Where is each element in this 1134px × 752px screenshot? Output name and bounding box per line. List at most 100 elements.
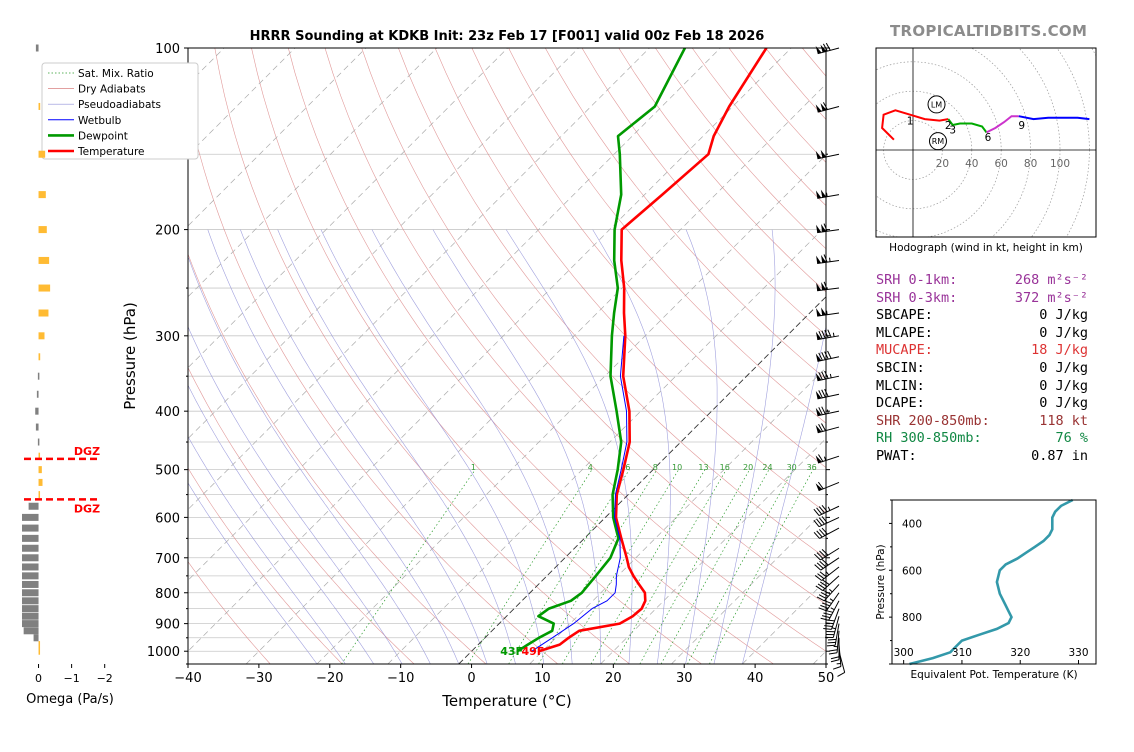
legend-entry: Sat. Mix. Ratio	[78, 68, 154, 80]
barb-staff	[817, 154, 839, 159]
barb-half	[827, 410, 828, 414]
stat-row: PWAT: 0.87 in	[876, 448, 1106, 466]
wind-barb	[816, 454, 839, 463]
barb-flag	[821, 307, 826, 315]
omega-x-label: Omega (Pa/s)	[26, 692, 114, 707]
pseudoadiabat	[714, 230, 775, 664]
x-tick-label: 10	[534, 671, 551, 686]
stat-row: RH 300-850mb:76 %	[876, 430, 1106, 448]
barb-full	[831, 657, 839, 659]
wind-barb	[816, 389, 839, 399]
omega-bar	[39, 285, 51, 292]
barb-staff	[819, 517, 839, 526]
barb-full	[823, 613, 831, 615]
barb-half	[833, 333, 834, 337]
omega-bar	[38, 439, 40, 446]
y-axis-label: Pressure (hPa)	[121, 302, 139, 410]
barb-half	[828, 507, 830, 511]
omega-bar	[22, 572, 39, 579]
dry-adiabat	[362, 48, 918, 664]
barb-staff	[821, 558, 839, 570]
stat-value: 0 J/kg	[1039, 378, 1106, 396]
barb-full	[833, 667, 841, 670]
mixing-ratio-label: 13	[698, 463, 708, 472]
theta-e-x-tick-label: 310	[952, 647, 972, 659]
omega-bar	[39, 641, 41, 648]
mixing-ratio-label: 20	[743, 463, 753, 472]
barb-full	[819, 595, 826, 599]
wind-barb	[816, 102, 839, 112]
stat-value: 0.87 in	[1031, 448, 1106, 466]
wind-barb	[816, 254, 839, 263]
omega-bar	[39, 257, 50, 264]
x-tick-label: −10	[387, 671, 414, 686]
barb-half	[830, 599, 833, 601]
omega-bar	[22, 554, 39, 561]
x-tick-label: 50	[818, 671, 835, 686]
y-tick-label: 500	[155, 464, 180, 479]
pseudoadiabat	[321, 230, 544, 664]
mixing-ratio-line	[688, 470, 794, 664]
dgz-label: DGZ	[74, 502, 100, 515]
mixing-ratio-label: 4	[588, 463, 593, 472]
theta-e-x-label: Equivalent Pot. Temperature (K)	[910, 669, 1077, 681]
omega-bar	[22, 613, 39, 620]
stat-row: SRH 0-1km:268 m²s⁻²	[876, 272, 1106, 290]
barb-full	[822, 407, 826, 414]
x-tick-label: 30	[676, 671, 693, 686]
stat-row: MLCAPE: 0 J/kg	[876, 325, 1106, 343]
storm-motion-label: RM	[932, 137, 945, 146]
omega-bar	[22, 563, 39, 570]
storm-motion-label: LM	[931, 100, 942, 109]
wind-barb	[816, 330, 839, 340]
hodograph-height-label: 3	[949, 124, 956, 136]
omega-bar	[22, 525, 39, 532]
omega-bar	[22, 581, 39, 588]
stat-label: MLCAPE:	[876, 325, 933, 343]
wind-barb	[816, 307, 839, 316]
barb-flag	[816, 225, 821, 233]
theta-e-frame	[892, 500, 1096, 664]
wind-barbs	[814, 43, 845, 676]
barb-full	[827, 642, 835, 643]
y-tick-label: 800	[155, 587, 180, 602]
isotherm	[175, 48, 791, 664]
omega-bar	[34, 634, 39, 641]
stat-value: 118 kt	[1039, 413, 1106, 431]
omega-bar	[39, 103, 41, 110]
barb-staff	[818, 106, 839, 112]
stat-label: SBCAPE:	[876, 307, 933, 325]
theta-e-x-tick-label: 330	[1068, 647, 1088, 659]
legend-entry: Temperature	[77, 146, 145, 158]
hodograph-trace	[987, 116, 1019, 132]
dry-adiabat	[252, 48, 702, 664]
omega-bar	[35, 408, 38, 415]
omega-bar	[22, 545, 39, 552]
theta-e-y-tick-label: 400	[902, 518, 922, 530]
mixing-ratio-line	[509, 470, 630, 664]
pseudoadiabat	[372, 230, 572, 664]
barb-flag	[816, 256, 821, 264]
stat-label: PWAT:	[876, 448, 917, 466]
barb-half	[829, 589, 832, 592]
hodograph-ring-label: 40	[965, 158, 978, 170]
omega-x-tick-label: 0	[35, 672, 42, 685]
stat-value: 0 J/kg	[1039, 325, 1106, 343]
omega-bar	[39, 310, 49, 317]
dgz-label: DGZ	[74, 445, 100, 458]
theta-e-x-tick-label: 300	[894, 647, 914, 659]
omega-bar	[29, 503, 39, 510]
x-tick-label: −30	[245, 671, 272, 686]
wind-barb	[816, 351, 839, 361]
mixing-ratio-label: 8	[653, 463, 658, 472]
surface-temperature-label: 49F	[521, 645, 544, 658]
barb-full	[826, 620, 834, 621]
barb-half	[827, 311, 828, 315]
hodograph-ring-label: 100	[1050, 158, 1070, 170]
omega-bar	[36, 45, 39, 52]
omega-bar	[39, 226, 47, 233]
stat-value: 0 J/kg	[1039, 307, 1106, 325]
y-tick-label: 1000	[147, 645, 180, 660]
